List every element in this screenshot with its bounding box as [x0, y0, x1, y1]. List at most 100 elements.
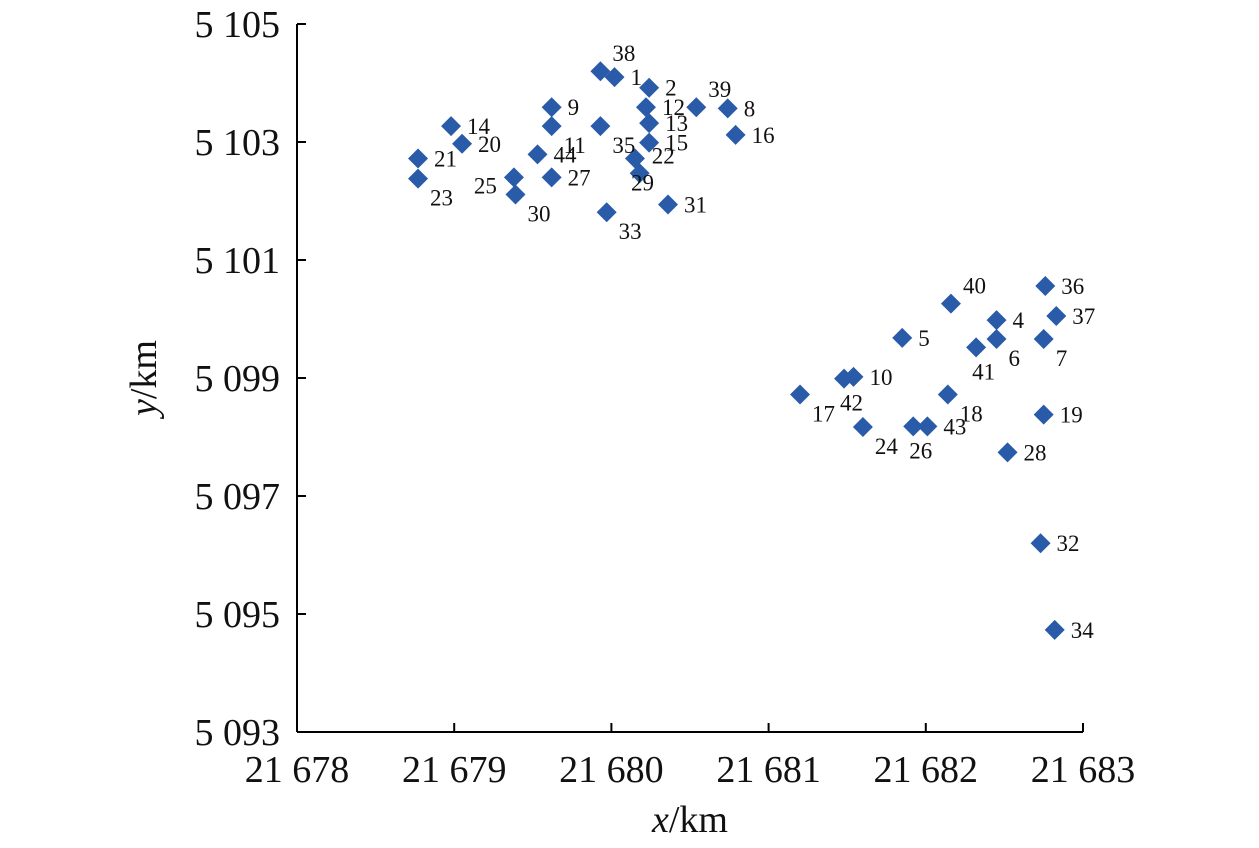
data-point-label: 42: [840, 391, 863, 416]
data-point-label: 23: [430, 186, 453, 211]
data-point-marker: [725, 124, 746, 145]
data-point-label: 16: [752, 123, 775, 148]
data-point-marker: [892, 327, 913, 348]
data-point-label: 13: [665, 111, 688, 136]
data-point-label: 32: [1057, 531, 1080, 556]
data-point-marker: [717, 98, 738, 119]
data-point-label: 7: [1056, 346, 1068, 371]
data-point-marker: [590, 61, 611, 82]
data-point-marker: [505, 184, 526, 205]
y-axis-variable: y: [123, 399, 165, 420]
y-axis-label: y/km: [123, 340, 165, 420]
data-point-marker: [408, 148, 429, 169]
data-point-marker: [639, 113, 660, 134]
data-point-marker: [790, 384, 811, 405]
x-tick-label: 21 681: [716, 749, 821, 791]
data-point-marker: [997, 442, 1018, 463]
data-point-label: 37: [1072, 304, 1095, 329]
x-axis-unit: /km: [669, 799, 728, 841]
data-point-label: 40: [963, 274, 986, 299]
x-axis-variable: x: [651, 799, 669, 841]
data-point-marker: [639, 132, 660, 153]
data-point-label: 33: [619, 219, 642, 244]
data-point-label: 19: [1060, 403, 1083, 428]
y-tick-label: 5 097: [195, 476, 281, 518]
data-point-marker: [986, 310, 1007, 331]
x-tick-label: 21 683: [1031, 749, 1136, 791]
data-point-label: 39: [708, 77, 731, 102]
y-tick-label: 5 105: [195, 4, 281, 46]
data-point-marker: [541, 167, 562, 188]
data-point-marker: [541, 97, 562, 118]
data-point-marker: [596, 202, 617, 223]
data-point-label: 5: [918, 326, 930, 351]
data-point-label: 25: [474, 173, 497, 198]
data-point-marker: [1046, 306, 1067, 327]
data-point-marker: [903, 416, 924, 437]
data-point-label: 10: [869, 365, 892, 390]
data-point-marker: [1044, 619, 1065, 640]
data-point-label: 34: [1071, 618, 1095, 643]
data-point-marker: [441, 116, 462, 137]
y-tick-label: 5 101: [195, 240, 281, 282]
data-point-marker: [527, 144, 548, 165]
data-point-marker: [1035, 275, 1056, 296]
data-point-marker: [686, 97, 707, 118]
data-point-marker: [541, 116, 562, 137]
y-axis-unit: /km: [123, 340, 165, 399]
data-point-marker: [503, 167, 524, 188]
data-point-marker: [635, 97, 656, 118]
data-point-marker: [852, 416, 873, 437]
data-point-marker: [940, 293, 961, 314]
data-point-label: 15: [665, 131, 688, 156]
axes: 21 678 21 679 21 680 21 681 21 682 21 683 5 0…: [195, 4, 1136, 791]
data-point-marker: [966, 337, 987, 358]
data-point-label: 36: [1061, 274, 1084, 299]
data-point-label: 11: [564, 133, 586, 158]
data-point-label: 20: [478, 132, 501, 157]
data-point-label: 30: [528, 202, 551, 227]
data-point-marker: [639, 77, 660, 98]
data-point-label: 14: [467, 114, 491, 139]
data-point-label: 38: [612, 41, 635, 66]
y-tick-label: 5 103: [195, 122, 281, 164]
data-point-marker: [629, 163, 650, 184]
data-point-label: 28: [1024, 440, 1047, 465]
y-ticks: 5 093 5 095 5 097 5 099 5 101 5 103 5 105: [195, 4, 306, 754]
data-point-marker: [452, 133, 473, 154]
data-point-label: 21: [434, 147, 457, 172]
data-point-label: 22: [652, 143, 675, 168]
data-point-label: 24: [875, 434, 899, 459]
data-point-label: 12: [662, 95, 685, 120]
data-point-label: 44: [554, 142, 578, 167]
data-point-label: 6: [1009, 346, 1021, 371]
x-axis-label: x/km: [651, 799, 728, 841]
data-point-marker: [917, 416, 938, 437]
x-tick-label: 21 682: [874, 749, 979, 791]
x-tick-label: 21 679: [402, 749, 507, 791]
data-point-marker: [986, 329, 1007, 350]
data-point-label: 2: [665, 76, 677, 101]
data-point-label: 31: [684, 193, 707, 218]
data-point-marker: [604, 67, 625, 88]
x-tick-label: 21 680: [559, 749, 664, 791]
data-point-marker: [408, 168, 429, 189]
data-point-label: 26: [909, 438, 932, 463]
data-point-label: 4: [1013, 308, 1025, 333]
data-point-label: 17: [812, 402, 835, 427]
data-point-label: 27: [568, 165, 591, 190]
x-ticks: 21 678 21 679 21 680 21 681 21 682 21 683: [245, 723, 1136, 791]
y-tick-label: 5 095: [195, 594, 281, 636]
data-point-label: 29: [631, 171, 654, 196]
data-point-marker: [1033, 404, 1054, 425]
x-tick-label: 21 678: [245, 749, 350, 791]
data-point-marker: [937, 384, 958, 405]
data-point-label: 18: [960, 402, 983, 427]
data-point-marker: [624, 148, 645, 169]
data-point-marker: [657, 194, 678, 215]
data-point-label: 43: [943, 414, 966, 439]
data-point-label: 1: [631, 65, 643, 90]
y-tick-label: 5 093: [195, 712, 281, 754]
